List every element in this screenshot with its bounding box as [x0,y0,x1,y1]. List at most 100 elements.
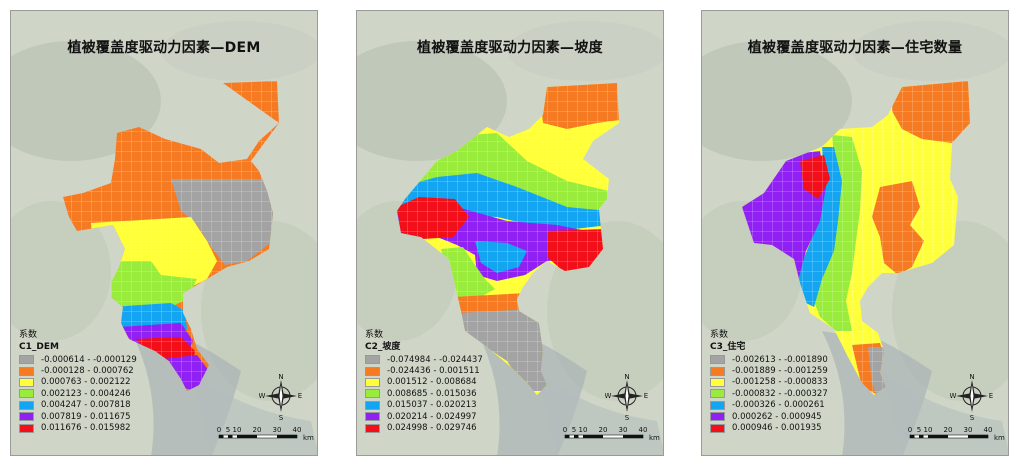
scale-tick: 0 [563,426,567,434]
scale-tick: 0 [217,426,221,434]
legend: 系数 C3_住宅 -0.002613 - -0.001890 -0.001889… [710,329,828,434]
legend-item: -0.024436 - 0.001511 [365,365,483,376]
scale-tick: 5 [226,426,230,434]
legend-swatch [710,377,725,387]
legend-swatch [365,355,380,365]
legend-item: 0.000763 - 0.002122 [19,377,137,388]
legend-label: 0.002123 - 0.004246 [41,388,131,399]
compass-n: N [624,373,629,381]
legend-label: 0.020214 - 0.024997 [387,411,477,422]
legend-swatch [365,389,380,399]
legend-swatch [710,389,725,399]
legend-label: 0.008685 - 0.015036 [387,388,477,399]
compass-s: S [625,414,630,421]
scale-tick: 30 [273,426,282,434]
legend-item: 0.004247 - 0.007818 [19,400,137,411]
legend-label: 0.000946 - 0.001935 [732,423,822,434]
legend-item: 0.020214 - 0.024997 [365,411,483,422]
legend-swatch [710,355,725,365]
legend-label: 0.011676 - 0.015982 [41,423,131,434]
legend-item: 0.011676 - 0.015982 [19,422,137,433]
legend-swatch [19,400,34,410]
legend-swatch [19,423,34,433]
map-title: 植被覆盖度驱动力因素—住宅数量 [747,40,963,56]
legend-item: -0.001258 - -0.000833 [710,377,828,388]
scale-tick: 30 [964,426,973,434]
legend-item: -0.000128 - 0.000762 [19,365,137,376]
compass-rose-icon: N S E W [950,373,993,421]
legend-label: -0.000614 - -0.000129 [41,354,137,365]
legend-title: 系数 [710,330,729,340]
scale-tick: 5 [917,426,921,434]
legend-item: -0.000614 - -0.000129 [19,354,137,365]
legend-label: -0.002613 - -0.001890 [732,354,828,365]
legend-item: 0.000262 - 0.000945 [710,411,828,422]
legend-label: 0.007819 - 0.011675 [41,411,131,422]
scale-tick: 40 [293,426,302,434]
scale-bar: 0 5 10 20 30 40 km [908,426,1005,442]
scale-unit: km [303,434,314,442]
legend-item: 0.000946 - 0.001935 [710,422,828,433]
legend-swatch [19,389,34,399]
compass-w: W [259,392,266,400]
scale-tick: 10 [924,426,933,434]
map-title: 植被覆盖度驱动力因素—坡度 [417,40,603,56]
legend-swatch [710,412,725,422]
legend-item: 0.024998 - 0.029746 [365,422,483,433]
legend-label: 0.015037 - 0.020213 [387,400,477,411]
compass-n: N [278,373,283,381]
scale-tick: 20 [944,426,953,434]
legend-item: 0.007819 - 0.011675 [19,411,137,422]
map-title: 植被覆盖度驱动力因素—DEM [67,40,261,56]
legend-item: 0.001512 - 0.008684 [365,377,483,388]
legend-label: -0.001258 - -0.000833 [732,377,828,388]
scale-tick: 10 [579,426,588,434]
scale-tick: 5 [572,426,576,434]
legend-label: -0.024436 - 0.001511 [387,366,480,377]
scale-unit: km [994,434,1005,442]
legend-item: 0.015037 - 0.020213 [365,400,483,411]
compass-rose-icon: N S E W [605,373,648,421]
legend-swatch [710,400,725,410]
legend-swatch [365,423,380,433]
compass-s: S [279,414,284,421]
legend-swatch [365,412,380,422]
scale-tick: 20 [253,426,262,434]
compass-w: W [605,392,612,400]
legend-swatch [710,423,725,433]
legend-label: -0.001889 - -0.001259 [732,366,828,377]
legend-item: 0.008685 - 0.015036 [365,388,483,399]
compass-w: W [950,392,957,400]
map-panel-dem: 植被覆盖度驱动力因素—DEM 系数 C1_DEM -0.000614 - -0.… [10,10,318,456]
map-panel-housing: 植被覆盖度驱动力因素—住宅数量 系数 C3_住宅 -0.002613 - -0.… [701,10,1009,456]
scale-bar: 0 5 10 20 30 40 km [563,426,660,442]
compass-s: S [970,414,975,421]
legend-swatch [19,377,34,387]
compass-n: N [969,373,974,381]
legend-item: -0.002613 - -0.001890 [710,354,828,365]
scale-unit: km [649,434,660,442]
scale-bar: 0 5 10 20 30 40 km [217,426,314,442]
legend-swatch [365,400,380,410]
legend-swatch [365,366,380,376]
scale-tick: 40 [984,426,993,434]
legend-label: -0.074984 - -0.024437 [387,354,483,365]
legend-field: C1_DEM [19,342,59,352]
legend-label: 0.000262 - 0.000945 [732,411,822,422]
legend: 系数 C1_DEM -0.000614 - -0.000129 -0.00012… [19,329,137,434]
legend-item: -0.000326 - 0.000261 [710,400,828,411]
legend-label: 0.024998 - 0.029746 [387,423,477,434]
basemap [11,11,317,455]
legend-item: -0.001889 - -0.001259 [710,365,828,376]
legend-label: -0.000326 - 0.000261 [732,400,825,411]
legend-swatch [19,366,34,376]
legend-label: 0.000763 - 0.002122 [41,377,131,388]
legend-item: -0.000832 - -0.000327 [710,388,828,399]
legend-label: 0.001512 - 0.008684 [387,377,477,388]
legend-field: C2_坡度 [365,342,401,352]
compass-rose-icon: N S E W [259,373,302,421]
legend: 系数 C2_坡度 -0.074984 - -0.024437 -0.024436… [365,329,483,434]
legend-label: -0.000832 - -0.000327 [732,388,828,399]
scale-tick: 30 [619,426,628,434]
legend-item: 0.002123 - 0.004246 [19,388,137,399]
